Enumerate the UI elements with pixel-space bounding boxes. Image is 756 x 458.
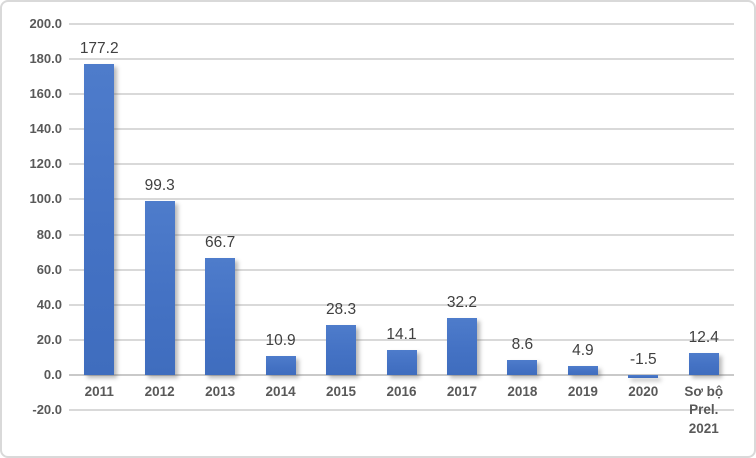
bar-sơ-bộ-prel.-2021[interactable] [688, 353, 719, 375]
x-axis-category-label: 2013 [205, 383, 236, 399]
bar-2016[interactable] [386, 350, 417, 375]
data-label: 177.2 [79, 40, 119, 57]
data-label: 28.3 [325, 301, 357, 319]
y-axis-tick-label: 180.0 [29, 51, 62, 67]
data-label: 12.4 [688, 329, 719, 347]
x-axis-category-label: 2014 [265, 383, 296, 399]
x-axis-category-label: 2016 [386, 383, 417, 399]
data-label: 10.9 [265, 331, 296, 349]
y-axis-tick-label: 140.0 [29, 121, 62, 137]
data-label: 66.7 [205, 233, 236, 251]
bar-2019[interactable] [567, 366, 598, 375]
gridline [69, 93, 734, 96]
x-axis-category-label: 2020 [628, 383, 659, 399]
y-axis-tick-label: 120.0 [29, 156, 62, 172]
gridline [69, 163, 734, 166]
y-axis-tick-label: 20.0 [36, 331, 62, 347]
bar-2020[interactable] [628, 374, 659, 378]
x-axis-category-label: 2011 [84, 383, 114, 399]
y-axis-tick-label: 100.0 [29, 191, 62, 207]
data-label: -1.5 [629, 350, 657, 368]
y-axis-tick-label: 200.0 [29, 16, 62, 31]
bar-2011[interactable] [84, 64, 115, 375]
data-label: 4.9 [572, 342, 594, 360]
x-axis-category-label: 2019 [567, 383, 598, 399]
bar-2017[interactable] [446, 318, 477, 375]
data-label: 8.6 [511, 335, 534, 353]
x-axis-category-label: Prel. [689, 402, 719, 418]
bar-2018[interactable] [507, 359, 538, 375]
gridline [69, 58, 734, 61]
x-axis-category-label: 2021 [688, 420, 719, 436]
data-label: 14.1 [386, 326, 417, 344]
y-axis-tick-label: 0.0 [43, 366, 62, 382]
bar-2012[interactable] [144, 200, 175, 375]
y-axis-tick-label: 80.0 [36, 226, 62, 242]
gridline [69, 23, 734, 25]
gridline [69, 128, 734, 131]
gridline [69, 409, 734, 411]
y-axis-tick-label: -20.0 [32, 402, 62, 417]
bar-2014[interactable] [265, 355, 296, 375]
x-axis-category-label: 2015 [326, 383, 357, 399]
y-axis-tick-label: 40.0 [36, 296, 62, 312]
x-axis-category-label: 2012 [144, 383, 175, 399]
bar-2015[interactable] [326, 325, 357, 375]
y-axis-tick-label: 160.0 [29, 86, 62, 102]
data-label: 99.3 [144, 176, 175, 194]
bar-2013[interactable] [205, 257, 236, 375]
x-axis-category-label: 2017 [446, 383, 477, 399]
y-axis-tick-label: 60.0 [36, 261, 62, 277]
x-axis-category-label: 2018 [507, 383, 538, 399]
x-axis-category-label: Sơ bộ [684, 383, 724, 399]
data-label: 32.2 [446, 294, 478, 312]
